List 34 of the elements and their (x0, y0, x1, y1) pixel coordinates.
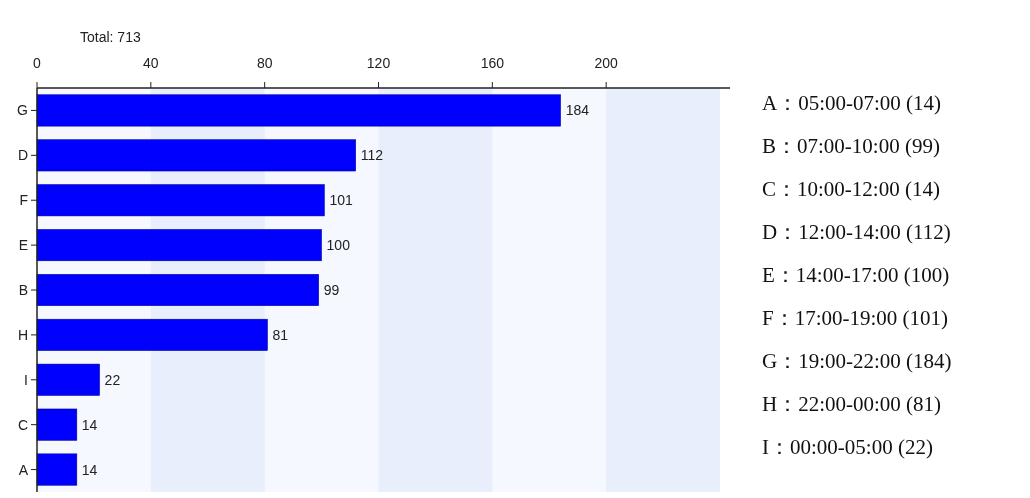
x-tick-label: 0 (33, 55, 42, 71)
y-tick-label: D (17, 147, 28, 164)
y-tick-label: F (19, 192, 28, 209)
x-tick-label: 40 (143, 55, 159, 71)
data-label: 22 (104, 371, 121, 388)
text: A：05:00-07:00 (14) (762, 91, 942, 115)
text: B：07:00-10:00 (99) (762, 134, 940, 158)
y-tick-label: G (17, 102, 28, 119)
x-tick-label: 80 (256, 55, 273, 71)
text: I：00:00-05:00 (22) (762, 435, 933, 459)
data-label: 14 (81, 461, 98, 478)
text: C：10:00-12:00 (14) (762, 177, 940, 201)
y-tick-label: A (18, 461, 29, 478)
x-tick-label: 200 (594, 55, 619, 71)
y-tick-label: C (17, 416, 28, 433)
x-tick-label: 160 (480, 55, 505, 71)
text: H：22:00-00:00 (81) (762, 392, 942, 416)
y-tick-label: E (18, 237, 28, 254)
text: Total: 713 (80, 29, 141, 45)
x-tick-label: 120 (366, 55, 391, 71)
text: E：14:00-17:00 (100) (762, 263, 950, 287)
y-tick-label: I (24, 371, 28, 388)
y-tick-label: H (17, 326, 28, 343)
data-label: 81 (272, 326, 289, 343)
text: F：17:00-19:00 (101) (762, 306, 949, 330)
data-label: 14 (81, 416, 98, 433)
y-tick-label: B (18, 282, 28, 298)
data-label: 99 (323, 282, 340, 298)
data-label: 184 (565, 102, 590, 119)
data-label: 100 (326, 237, 351, 254)
data-label: 112 (360, 147, 384, 164)
data-label: 101 (329, 192, 353, 209)
text: G：19:00-22:00 (184) (762, 349, 952, 373)
text: D：12:00-14:00 (112) (762, 220, 951, 244)
